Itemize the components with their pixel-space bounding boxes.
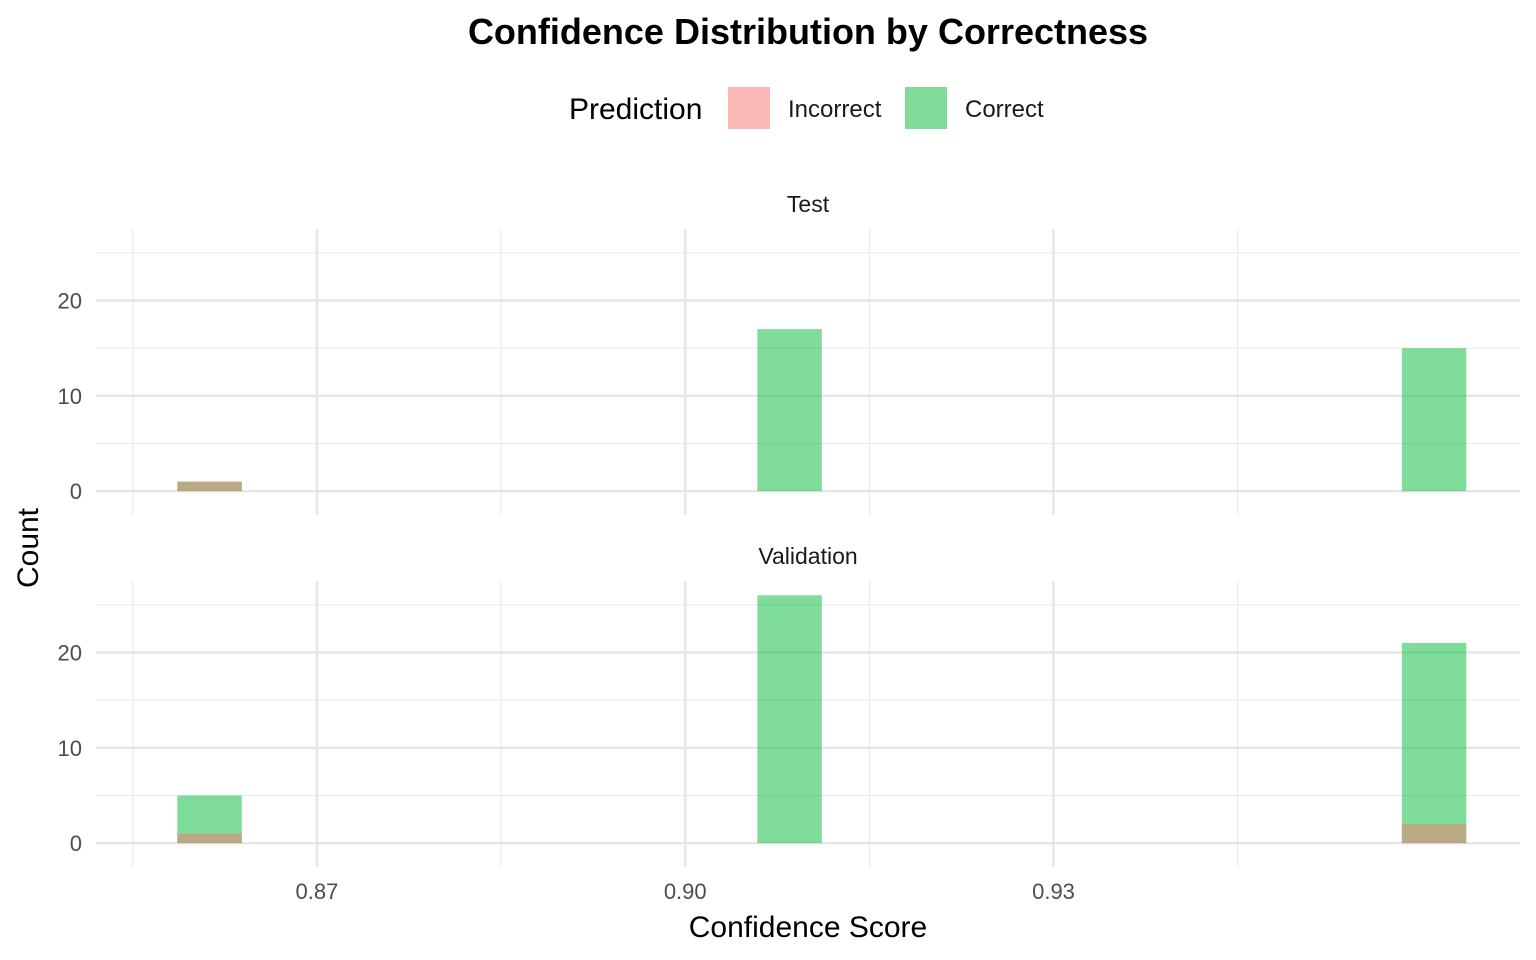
y-tick-label: 0	[70, 831, 82, 856]
x-axis: 0.87 0.90 0.93	[296, 879, 1075, 904]
legend-title: Prediction	[569, 93, 702, 126]
legend-key-correct	[905, 87, 947, 129]
bar-correct	[757, 595, 822, 844]
y-tick-label: 10	[58, 736, 82, 761]
y-axis-title: Count	[12, 507, 45, 588]
y-tick-label: 20	[58, 289, 82, 314]
bar-incorrect	[1401, 824, 1467, 844]
y-tick-label: 20	[58, 641, 82, 666]
panel-test: 0 10 20	[58, 229, 1520, 515]
panel-strip-validation: Validation	[758, 543, 857, 569]
panel-validation: 0 10 20	[58, 581, 1520, 867]
bar-correct	[1401, 348, 1467, 492]
bar-incorrect	[177, 833, 242, 844]
bar-correct	[757, 329, 822, 492]
legend-label-incorrect: Incorrect	[788, 96, 882, 123]
y-tick-label: 0	[70, 479, 82, 504]
bar-correct	[1401, 642, 1467, 844]
legend: Prediction Incorrect Correct	[569, 87, 1044, 129]
x-tick-label: 0.87	[296, 879, 339, 904]
chart-title: Confidence Distribution by Correctness	[468, 11, 1148, 52]
x-tick-label: 0.93	[1032, 879, 1075, 904]
panel-strip-test: Test	[787, 191, 830, 217]
legend-key-incorrect	[728, 87, 770, 129]
y-tick-label: 10	[58, 384, 82, 409]
x-axis-title: Confidence Score	[689, 911, 927, 944]
legend-label-correct: Correct	[965, 96, 1044, 123]
bar-incorrect	[177, 481, 242, 492]
x-tick-label: 0.90	[664, 879, 707, 904]
